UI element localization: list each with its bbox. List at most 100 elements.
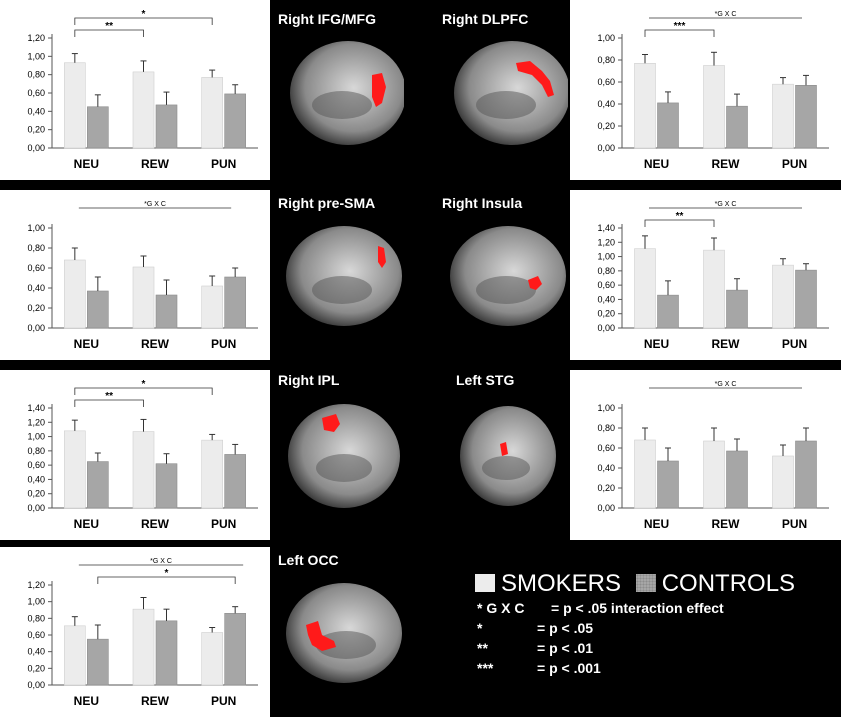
y-tick-label: 0,60 bbox=[27, 263, 45, 273]
smokers-bar bbox=[201, 439, 223, 509]
region-label-left-stg: Left STG bbox=[456, 372, 515, 388]
category-label: NEU bbox=[644, 517, 669, 531]
y-tick-label: 0,20 bbox=[27, 663, 45, 673]
brain-slice-left-occ bbox=[286, 583, 402, 683]
smokers-bar bbox=[64, 62, 86, 149]
category-label: NEU bbox=[644, 157, 669, 171]
significance-bracket bbox=[74, 29, 144, 37]
y-tick-label: 1,20 bbox=[27, 33, 45, 43]
controls-bar bbox=[795, 269, 817, 329]
y-tick-label: 0,20 bbox=[597, 121, 615, 131]
smokers-bar bbox=[132, 608, 155, 686]
y-tick-label: 0,40 bbox=[27, 106, 45, 116]
chart-right-insula: 0,00 0,20 0,40 0,60 0,80 1,00 1,20 1,40 NEU REW PU… bbox=[570, 190, 841, 360]
y-tick-label: 0,20 bbox=[27, 303, 45, 313]
controls-bar bbox=[224, 276, 246, 329]
region-label-right-dlpfc: Right DLPFC bbox=[442, 11, 529, 27]
chart-right-pre-sma: 0,00 0,20 0,40 0,60 0,80 1,00 NEU REW PUN *G X C bbox=[0, 190, 270, 360]
significance-bracket bbox=[74, 17, 213, 25]
y-tick-label: 0,80 bbox=[27, 446, 45, 456]
controls-bar bbox=[155, 104, 178, 149]
region-label-left-occ: Left OCC bbox=[278, 552, 339, 568]
region-label-right-insula: Right Insula bbox=[442, 195, 523, 211]
smokers-bar bbox=[703, 65, 725, 149]
category-label: PUN bbox=[211, 157, 236, 171]
y-tick-label: 1,00 bbox=[27, 223, 45, 233]
category-label: PUN bbox=[211, 337, 236, 351]
legend-smokers: SMOKERS bbox=[501, 570, 622, 597]
controls-bar bbox=[87, 290, 109, 329]
y-tick-label: 0,20 bbox=[597, 309, 615, 319]
category-label: PUN bbox=[211, 694, 236, 708]
annotation-label: *** bbox=[674, 21, 686, 32]
chart-left-stg: 0,00 0,20 0,40 0,60 0,80 1,00 NEU REW PUN *G X C bbox=[570, 370, 841, 540]
y-tick-label: 0,40 bbox=[597, 294, 615, 304]
chart-left-occ: 0,00 0,20 0,40 0,60 0,80 1,00 1,20 NEU REW PUN *G … bbox=[0, 547, 270, 717]
y-tick-label: 1,20 bbox=[27, 417, 45, 427]
category-label: REW bbox=[141, 694, 170, 708]
controls-bar bbox=[87, 106, 109, 149]
significance-bracket bbox=[74, 387, 213, 395]
activation-blob bbox=[306, 621, 336, 651]
controls-bar bbox=[726, 289, 748, 329]
significance-bracket bbox=[97, 576, 236, 584]
annotation-label: *G X C bbox=[715, 201, 737, 208]
controls-bar bbox=[155, 294, 178, 329]
annotation-label: ** bbox=[676, 211, 684, 222]
controls-bar bbox=[795, 440, 817, 509]
chart-right-ipl: 0,00 0,20 0,40 0,60 0,80 1,00 1,20 1,40 NEU REW PU… bbox=[0, 370, 270, 540]
y-tick-label: 0,80 bbox=[597, 266, 615, 276]
smokers-bar bbox=[703, 249, 725, 329]
smokers-bar bbox=[772, 83, 794, 149]
y-tick-label: 0,80 bbox=[27, 70, 45, 80]
smokers-bar bbox=[201, 285, 223, 329]
significance-bracket bbox=[74, 399, 144, 407]
y-tick-label: 0,40 bbox=[597, 99, 615, 109]
brain-slice-right-pre-sma bbox=[286, 226, 402, 326]
smokers-bar bbox=[132, 71, 155, 149]
chart-right-dlpfc: 0,00 0,20 0,40 0,60 0,80 1,00 NEU REW PUN *G X C *… bbox=[570, 0, 841, 180]
y-tick-label: 0,80 bbox=[597, 423, 615, 433]
brain-slice-right-insula bbox=[450, 226, 566, 326]
smokers-bar bbox=[772, 455, 794, 509]
y-tick-label: 0,60 bbox=[27, 88, 45, 98]
annotation-label: ** bbox=[105, 391, 113, 402]
y-tick-label: 0,80 bbox=[597, 55, 615, 65]
y-tick-label: 1,20 bbox=[597, 237, 615, 247]
smokers-bar bbox=[703, 440, 725, 509]
controls-swatch bbox=[635, 574, 656, 592]
activation-blob bbox=[378, 246, 386, 268]
annotation-label: * bbox=[142, 379, 146, 390]
smokers-bar bbox=[201, 632, 223, 686]
category-label: REW bbox=[712, 337, 741, 351]
category-label: NEU bbox=[74, 694, 99, 708]
legend: SMOKERS CONTROLS * G X C = p < .05 intera… bbox=[475, 570, 835, 678]
y-tick-label: 0,40 bbox=[27, 283, 45, 293]
y-tick-label: 1,40 bbox=[27, 403, 45, 413]
controls-bar bbox=[224, 613, 246, 686]
brain-slice-right-dlpfc bbox=[454, 41, 568, 145]
y-tick-label: 0,20 bbox=[597, 483, 615, 493]
category-label: PUN bbox=[782, 337, 807, 351]
smokers-bar bbox=[772, 264, 794, 329]
y-tick-label: 0,00 bbox=[597, 323, 615, 333]
controls-bar bbox=[87, 461, 109, 509]
smokers-bar bbox=[634, 248, 656, 329]
region-label-right-ipl: Right IPL bbox=[278, 372, 340, 388]
legend-note: * G X C = p < .05 interaction effect bbox=[477, 600, 724, 616]
controls-bar bbox=[224, 454, 246, 509]
y-tick-label: 1,40 bbox=[597, 223, 615, 233]
y-tick-label: 0,60 bbox=[27, 460, 45, 470]
category-label: NEU bbox=[644, 337, 669, 351]
y-tick-label: 0,80 bbox=[27, 243, 45, 253]
controls-bar bbox=[657, 294, 679, 329]
brain-slice-right-ifg-mfg bbox=[290, 41, 404, 145]
y-tick-label: 0,00 bbox=[27, 680, 45, 690]
legend-note: * = p < .05 bbox=[477, 620, 594, 636]
category-label: REW bbox=[141, 157, 170, 171]
activation-blob bbox=[500, 442, 508, 456]
smokers-bar bbox=[132, 266, 155, 329]
legend-note: *** = p < .001 bbox=[477, 660, 601, 676]
region-label-right-pre-sma: Right pre-SMA bbox=[278, 195, 376, 211]
